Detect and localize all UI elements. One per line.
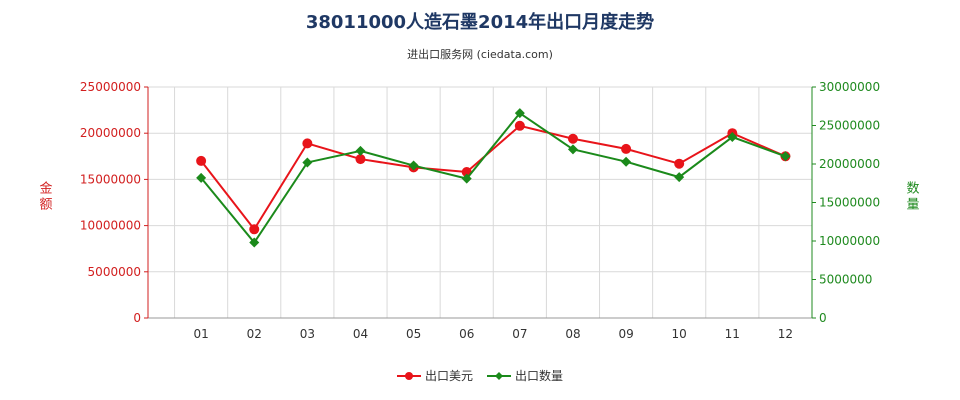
data-point-quantity bbox=[567, 144, 578, 155]
y-left-tick-label: 10000000 bbox=[80, 219, 141, 233]
series-line-1 bbox=[200, 124, 786, 232]
x-tick-label: 09 bbox=[618, 327, 633, 341]
y-left-tick-label: 25000000 bbox=[80, 80, 141, 94]
x-tick-label: 06 bbox=[459, 327, 474, 341]
x-tick-label: 08 bbox=[565, 327, 580, 341]
y-left-tick-label: 0 bbox=[133, 311, 141, 325]
x-tick-label: 12 bbox=[778, 327, 793, 341]
chart-title: 38011000人造石墨2014年出口月度走势 bbox=[305, 12, 655, 33]
data-point-quantity bbox=[780, 151, 791, 162]
y-right-tick-label: 0 bbox=[819, 311, 827, 325]
legend-label-1: 出口美元 bbox=[425, 369, 473, 383]
data-point-quantity bbox=[461, 173, 472, 184]
y-right-tick-label: 10000000 bbox=[819, 234, 880, 248]
y-right-tick-label: 25000000 bbox=[819, 119, 880, 133]
y-left-axis-title: 金额 bbox=[39, 181, 52, 213]
x-tick-label: 04 bbox=[353, 327, 368, 341]
data-point-quantity bbox=[408, 160, 419, 171]
x-tick-label: 05 bbox=[406, 327, 421, 341]
data-point-amount bbox=[196, 155, 207, 166]
y-left-tick-label: 20000000 bbox=[80, 126, 141, 140]
data-point-amount bbox=[302, 138, 313, 149]
y-right-tick-label: 5000000 bbox=[819, 273, 872, 287]
legend-marker-quantity bbox=[495, 372, 503, 380]
legend[interactable]: 出口美元 出口数量 bbox=[397, 368, 563, 383]
y-right-tick-label: 20000000 bbox=[819, 157, 880, 171]
data-point-quantity bbox=[674, 172, 685, 183]
x-tick-label: 02 bbox=[247, 327, 262, 341]
data-point-amount bbox=[249, 224, 260, 235]
data-point-quantity bbox=[355, 145, 366, 156]
y-right-tick-label: 30000000 bbox=[819, 80, 880, 94]
data-point-quantity bbox=[621, 156, 632, 167]
x-tick-label: 07 bbox=[512, 327, 527, 341]
y-left-tick-label: 5000000 bbox=[88, 265, 141, 279]
data-point-amount bbox=[567, 133, 578, 144]
x-tick-label: 01 bbox=[193, 327, 208, 341]
data-point-quantity bbox=[249, 237, 260, 248]
data-point-quantity bbox=[196, 172, 207, 183]
x-tick-label: 03 bbox=[300, 327, 315, 341]
x-tick-label: 11 bbox=[725, 327, 740, 341]
grid-layer bbox=[148, 86, 813, 318]
y-right-axis-title: 数量 bbox=[906, 182, 919, 213]
y-left-tick-label: 15000000 bbox=[80, 172, 141, 186]
series-layer bbox=[196, 108, 791, 248]
data-point-amount bbox=[514, 120, 525, 131]
axes-layer: 0 5000000 10000000 15000000 20000000 25000000… bbox=[39, 80, 919, 341]
y-right-tick-label: 15000000 bbox=[819, 196, 880, 210]
data-point-amount bbox=[621, 143, 632, 154]
data-point-quantity bbox=[514, 108, 525, 119]
x-tick-label: 10 bbox=[672, 327, 687, 341]
data-point-quantity bbox=[302, 157, 313, 168]
data-point-quantity bbox=[727, 132, 738, 143]
chart-subtitle: 进出口服务网 (ciedata.com) bbox=[407, 48, 553, 61]
data-point-amount bbox=[355, 154, 366, 165]
series-line-2 bbox=[200, 111, 786, 245]
legend-label-2: 出口数量 bbox=[515, 368, 563, 383]
data-point-amount bbox=[674, 158, 685, 169]
legend-marker-amount bbox=[405, 372, 413, 380]
